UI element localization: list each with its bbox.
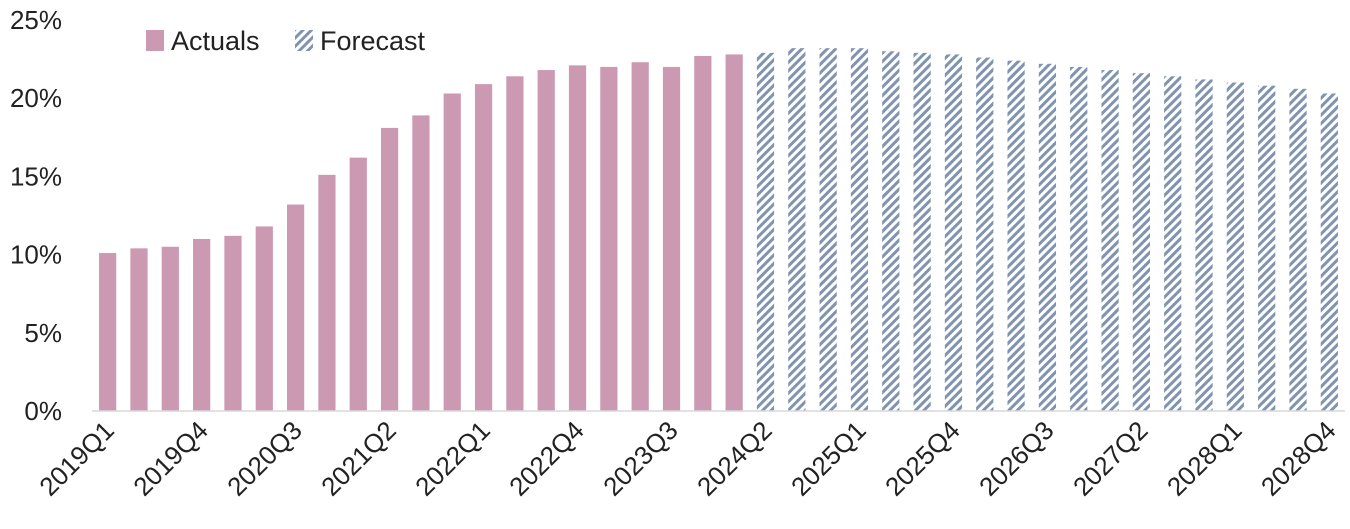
bar-forecast-2025Q3 [913, 52, 931, 412]
bar-actuals-2023Q3 [662, 66, 681, 412]
bar-forecast-2027Q1 [1101, 70, 1119, 412]
x-tick-label: 2020Q3 [221, 415, 308, 502]
bar-actuals-2022Q2 [506, 76, 524, 412]
bar-forecast-2026Q4 [1070, 66, 1088, 412]
bar-forecast-2028Q3 [1289, 88, 1307, 411]
bar-actuals-2021Q1 [349, 157, 367, 411]
x-tick-label: 2028Q4 [1255, 415, 1342, 502]
bar-forecast-2027Q4 [1195, 79, 1213, 412]
bar-forecast-2024Q2 [756, 52, 775, 412]
x-tick-label: 2019Q4 [127, 415, 214, 502]
bar-actuals-2023Q1 [600, 66, 618, 412]
bar-forecast-2026Q3 [1038, 63, 1057, 411]
bar-forecast-2024Q3 [788, 48, 806, 412]
bar-actuals-2020Q4 [318, 174, 336, 411]
bar-actuals-2019Q2 [130, 248, 148, 411]
y-tick-label: 5% [24, 318, 62, 348]
bar-actuals-2019Q3 [161, 246, 179, 411]
bar-forecast-2028Q4 [1320, 93, 1338, 411]
bar-actuals-2020Q3 [287, 204, 305, 411]
x-axis: 2019Q1 2019Q4 2020Q3 2021Q2 2022Q1 2022Q4 2023… [33, 415, 1341, 502]
legend-swatch-actuals [146, 30, 164, 51]
legend: Actuals Forecast [146, 26, 426, 56]
bar-actuals-2021Q4 [443, 93, 461, 411]
bar-forecast-2027Q3 [1164, 76, 1182, 412]
bar-actuals-2022Q3 [537, 70, 555, 412]
y-tick-label: 25% [10, 5, 62, 35]
y-tick-label: 10% [10, 240, 62, 270]
y-tick-label: 0% [24, 396, 62, 426]
x-tick-label: 2025Q4 [879, 415, 966, 502]
x-tick-label: 2026Q3 [973, 415, 1060, 502]
x-tick-label: 2027Q2 [1067, 415, 1154, 502]
x-tick-label: 2025Q1 [785, 415, 872, 502]
bar-actuals-2023Q4 [694, 55, 712, 411]
bar-forecast-2025Q4 [944, 54, 963, 411]
x-tick-label: 2028Q1 [1161, 415, 1248, 502]
y-tick-label: 20% [10, 83, 62, 113]
bar-forecast-2026Q2 [1007, 60, 1025, 411]
bar-actuals-2024Q1 [725, 54, 743, 411]
bar-forecast-2024Q4 [819, 48, 837, 412]
bar-forecast-2028Q2 [1258, 85, 1276, 411]
bar-actuals-2022Q4 [568, 65, 587, 412]
y-tick-label: 15% [10, 161, 62, 191]
bar-actuals-2019Q4 [193, 238, 211, 411]
legend-label-forecast: Forecast [320, 26, 426, 56]
bar-actuals-2020Q2 [255, 226, 273, 411]
x-tick-label: 2023Q3 [597, 415, 684, 502]
bar-actuals-2020Q1 [224, 235, 242, 411]
bars-group [99, 48, 1338, 412]
bar-actuals-2021Q2 [380, 127, 399, 412]
x-tick-label: 2022Q4 [503, 415, 590, 502]
x-tick-label: 2022Q1 [409, 415, 496, 502]
y-axis: 0% 5% 10% 15% 20% 25% [10, 5, 62, 426]
bar-actuals-2023Q2 [631, 62, 649, 411]
bar-forecast-2025Q1 [850, 48, 869, 412]
bar-actuals-2022Q1 [474, 84, 493, 412]
legend-swatch-forecast [295, 30, 313, 51]
bar-forecast-2028Q1 [1226, 82, 1244, 411]
x-tick-label: 2021Q2 [315, 415, 402, 502]
bar-forecast-2026Q1 [976, 57, 994, 411]
bar-forecast-2025Q2 [882, 51, 900, 411]
x-tick-label: 2024Q2 [691, 415, 778, 502]
bar-forecast-2027Q2 [1132, 73, 1150, 412]
legend-label-actuals: Actuals [171, 26, 260, 56]
bar-actuals-2021Q3 [412, 115, 430, 412]
x-tick-label: 2019Q1 [33, 415, 120, 502]
bar-actuals-2019Q1 [99, 253, 117, 411]
